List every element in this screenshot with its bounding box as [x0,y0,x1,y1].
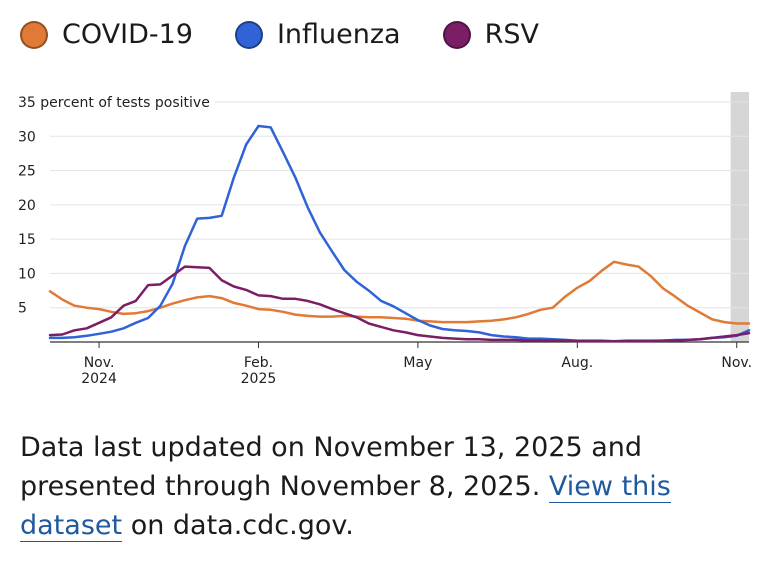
shaded-recent-region [730,92,749,342]
x-tick-label: Nov. [84,355,115,371]
legend-swatch-rsv [442,21,471,49]
y-tick-label: 10 [18,266,36,282]
x-tick-label: Aug. [561,355,593,371]
legend-label-influenza: Influenza [276,19,401,50]
view-dataset-link[interactable]: View this dataset [20,471,671,542]
x-tick-label: May [403,355,432,371]
y-axis-title: 35 percent of tests positive [18,95,210,111]
y-tick-label: 30 [18,129,36,145]
legend-label-rsv: RSV [484,19,539,50]
legend-swatch-influenza [234,21,263,49]
data-update-note: Data last updated on November 13, 2025 a… [20,428,760,545]
series-line-covid-19 [48,260,751,325]
y-tick-label: 25 [18,164,36,180]
x-tick-label: Feb. [244,355,273,371]
legend-swatch-covid [20,21,48,49]
chart-legend: COVID-19 Influenza RSV [20,18,581,52]
y-tick-label: 20 [18,198,36,214]
legend-label-covid: COVID-19 [62,19,193,50]
update-note-text: Data last updated on November 13, 2025 a… [20,432,643,502]
x-tick-year-label: 2024 [81,371,117,387]
x-tick-year-label: 2025 [241,371,277,387]
legend-item-rsv: RSV [442,18,539,52]
update-note-source: on data.cdc.gov. [130,510,354,541]
series-line-rsv [48,265,751,343]
x-tick-label: Nov. [721,355,752,371]
y-tick-label: 5 [18,301,27,317]
y-tick-label: 15 [18,232,36,248]
legend-item-influenza: Influenza [234,18,401,52]
legend-item-covid: COVID-19 [20,18,193,52]
